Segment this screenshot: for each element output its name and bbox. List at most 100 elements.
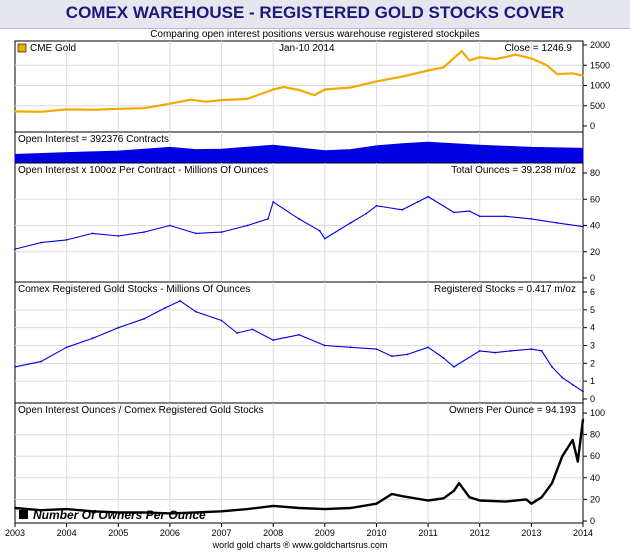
y-tick-label: 6 [590,287,595,297]
total-ounces-point [427,195,429,198]
owners-per-ounce-point [504,500,507,503]
owners-per-ounce-point [169,512,171,515]
owners-per-ounce-point [349,507,352,509]
owners-per-ounce-point [391,493,393,495]
total-ounces-point [530,218,533,220]
total-ounces-point [453,211,455,214]
owners-per-ounce-point [323,508,326,510]
gold-price-point [220,99,223,101]
gold-price-point [14,110,16,113]
owners-per-ounce-point [561,455,564,458]
gold-price-point [313,94,316,97]
chart-title: COMEX WAREHOUSE - REGISTERED GOLD STOCKS… [65,3,565,22]
registered-stocks-point [453,366,455,368]
y-tick-label: 1000 [590,81,610,91]
gold-price-point [65,108,68,111]
y-tick-label: 500 [590,101,605,111]
total-ounces-point [401,208,404,211]
gold-price-point [39,110,42,113]
registered-stocks-point [406,353,409,356]
registered-stocks-point [236,332,238,334]
total-ounces-point [298,218,300,220]
gold-price-point [571,72,574,75]
registered-stocks-point [551,366,553,368]
total-ounces-point [468,210,471,213]
x-tick-label: 2004 [57,528,77,538]
y-tick-label: 60 [590,194,600,204]
y-tick-label: 60 [590,451,600,461]
registered-stocks-readout: Registered Stocks = 0.417 m/oz [434,284,576,295]
x-tick-label: 2009 [315,528,335,538]
owners-per-ounce-point [143,511,146,514]
owners-per-ounce-point [442,497,445,500]
y-tick-label: 3 [590,341,595,351]
total-ounces-point [194,232,197,235]
registered-stocks-point [530,348,533,350]
total-ounces-point [375,204,378,207]
owners-per-ounce-point [14,507,16,509]
chart-subtitle: Comparing open interest positions versus… [150,29,480,40]
x-tick-label: 2013 [521,528,541,538]
legend-label-owners: Number Of Owners Per Ounce [33,508,206,522]
registered-stocks-point [251,328,254,331]
total-ounces-label: Open Interest x 100oz Per Contract - Mil… [18,165,268,176]
owners-per-ounce-point [272,505,275,507]
registered-stocks-point [349,346,352,349]
owners-per-ounce-point [571,439,574,441]
y-tick-label: 5 [590,305,595,315]
total-ounces-point [39,241,42,244]
total-ounces-point [272,201,275,203]
registered-stocks-line [14,300,584,392]
legend-swatch-owners [19,510,28,519]
total-ounces-point [143,231,146,234]
y-tick-label: 40 [590,221,600,231]
y-tick-label: 80 [590,430,600,440]
x-tick-label: 2008 [263,528,283,538]
total-ounces-line [14,196,584,250]
registered-stocks-point [494,351,497,354]
registered-stocks-point [561,376,564,379]
x-tick-label: 2014 [573,528,593,538]
y-tick-label: 80 [590,168,600,178]
close-readout: Close = 1246.9 [504,43,572,54]
y-tick-label: 20 [590,494,600,504]
gold-price-point [494,58,497,61]
gold-price-point [556,73,559,76]
y-tick-label: 100 [590,408,605,418]
owners-per-ounce-point [401,495,404,498]
total-ounces-point [318,229,321,232]
owners-per-ounce-point [220,510,223,513]
gold-price-point [515,53,517,56]
total-ounces-point [117,235,120,237]
registered-stocks-point [540,350,543,352]
registered-stocks-point [323,344,326,347]
owners-per-ounce-point [375,502,378,505]
gold-price-point [546,64,548,67]
gold-price-point [169,102,171,105]
title-bar [0,0,630,29]
total-ounces-point [504,215,507,218]
gold-price-point [117,107,120,110]
y-tick-label: 0 [590,273,595,283]
x-tick-label: 2011 [418,528,437,538]
owners-per-ounce-label: Open Interest Ounces / Comex Registered … [18,405,264,416]
open-interest-label: Open Interest = 392376 Contracts [18,134,169,145]
total-ounces-point [582,225,584,228]
panel-open-interest: Open Interest = 392376 Contracts [14,131,584,164]
gold-price-point [427,69,429,72]
gold-price-point [272,88,275,91]
total-ounces-point [65,239,68,241]
total-ounces-point [14,248,16,251]
owners-per-ounce-point [468,496,471,499]
owners-per-ounce-point [551,482,553,485]
x-tick-label: 2003 [5,528,25,538]
registered-stocks-point [509,350,512,352]
legend-swatch-gold [17,43,27,53]
registered-stocks-point [39,360,42,363]
total-ounces-point [416,201,419,203]
total-ounces-point [478,215,481,218]
gold-price-point [298,89,300,91]
gold-price-point [282,86,285,88]
total-ounces-point [556,222,559,224]
